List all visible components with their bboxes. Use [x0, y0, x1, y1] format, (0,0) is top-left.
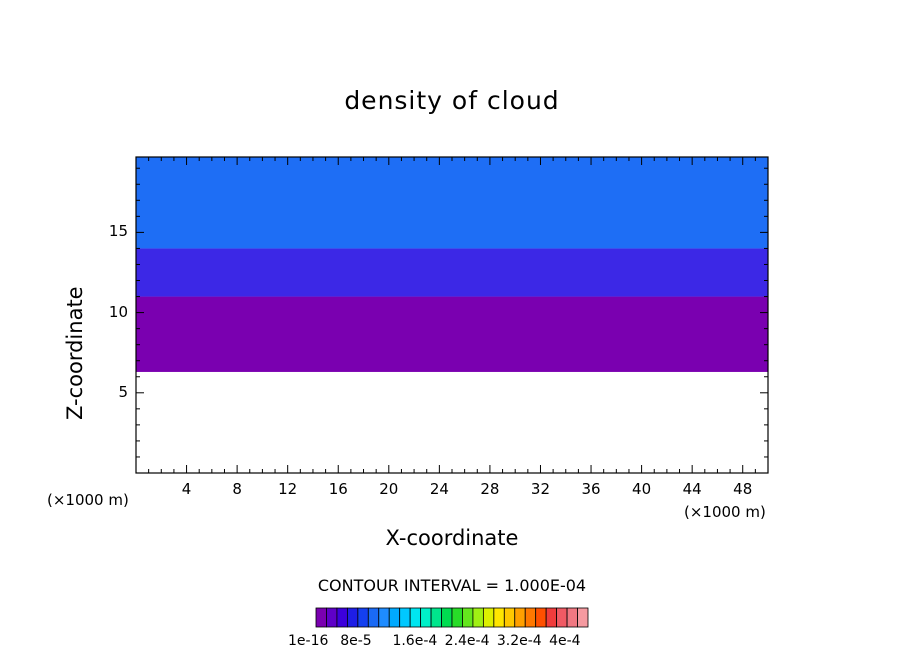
colorbar-swatch	[545, 607, 558, 628]
x-axis-label: X-coordinate	[385, 526, 519, 550]
x-tick-label: 12	[278, 480, 298, 498]
colorbar-label: 1e-16	[288, 633, 329, 649]
y-axis-label: Z-coordinate	[63, 286, 87, 420]
x-tick-label: 8	[232, 480, 242, 498]
colorbar-swatch	[420, 607, 432, 628]
colorbar-swatch	[503, 607, 516, 628]
colorbar-swatch	[367, 607, 380, 628]
colorbar	[315, 607, 589, 628]
colorbar-swatch	[493, 607, 505, 628]
y-unit-label: (×1000 m)	[47, 491, 129, 509]
contour-interval-text: CONTOUR INTERVAL = 1.000E-04	[317, 576, 587, 595]
x-tick-label: 40	[632, 480, 652, 498]
colorbar-swatch	[346, 607, 359, 628]
cloud-density-field	[136, 157, 768, 372]
colorbar-swatch	[326, 607, 338, 628]
colorbar-label: 8e-5	[340, 633, 372, 649]
colorbar-swatch	[514, 607, 526, 628]
colorbar-swatch	[482, 607, 495, 628]
x-tick-label: 24	[429, 480, 449, 498]
x-tick-label: 4	[181, 480, 192, 498]
y-tick-label: 5	[118, 382, 128, 401]
colorbar-swatch	[336, 607, 348, 628]
x-tick-label: 16	[328, 480, 348, 498]
x-tick-label: 32	[530, 480, 551, 498]
colorbar-swatch	[357, 607, 369, 628]
colorbar-swatch	[556, 607, 568, 628]
colorbar-swatch	[399, 607, 411, 628]
x-tick-label: 44	[682, 480, 702, 498]
chart-title: density of cloud	[344, 86, 560, 115]
x-tick-label: 48	[733, 480, 753, 498]
x-tick-label: 20	[379, 480, 399, 498]
y-tick-label: 15	[108, 222, 128, 241]
colorbar-swatch	[462, 607, 474, 628]
y-tick-label: 10	[108, 302, 128, 321]
density-layer-1	[136, 296, 768, 372]
colorbar-swatch	[388, 607, 401, 628]
colorbar-swatch	[535, 607, 547, 628]
colorbar-swatch	[409, 607, 422, 628]
density-layer-2	[136, 248, 768, 297]
colorbar-swatch	[378, 607, 390, 628]
colorbar-swatch	[577, 607, 589, 628]
colorbar-swatch	[441, 607, 453, 628]
density-layer-3	[136, 157, 768, 249]
x-tick-label: 28	[480, 480, 500, 498]
colorbar-swatch	[430, 607, 442, 628]
colorbar-swatch	[566, 607, 578, 628]
x-unit-label: (×1000 m)	[684, 503, 766, 521]
colorbar-swatch	[524, 607, 537, 628]
x-tick-label: 36	[581, 480, 601, 498]
colorbar-label: 4e-4	[549, 633, 581, 649]
plot-frame	[135, 156, 769, 474]
colorbar-swatch	[472, 607, 484, 628]
colorbar-label: 3.2e-4	[496, 633, 542, 649]
colorbar-label: 1.6e-4	[392, 633, 438, 649]
colorbar-swatch	[451, 607, 463, 628]
colorbar-swatch	[315, 607, 327, 628]
colorbar-label: 2.4e-4	[444, 633, 490, 649]
